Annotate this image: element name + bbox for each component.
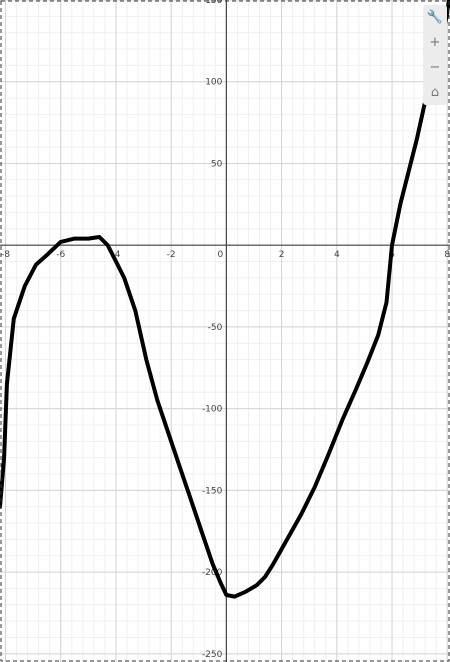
y-tick-label: -250	[202, 650, 223, 660]
zoom-in-plus-icon[interactable]: +	[429, 35, 441, 50]
y-tick-label: -100	[202, 405, 223, 415]
zoom-out-minus-icon[interactable]: −	[429, 60, 441, 75]
y-tick-label: 150	[205, 0, 222, 6]
x-tick-label: -4	[111, 250, 120, 260]
x-tick-label: -2	[167, 250, 176, 260]
x-tick-label: 0	[218, 250, 224, 260]
x-tick-label: 2	[279, 250, 285, 260]
x-tick-label: -6	[56, 250, 65, 260]
x-tick-label: 8	[444, 250, 450, 260]
y-tick-label: 50	[211, 159, 223, 169]
home-icon[interactable]: ⌂	[430, 85, 440, 100]
y-tick-label: -200	[202, 568, 223, 578]
graph-toolbar: 🔧 + − ⌂	[423, 5, 447, 105]
series-line	[0, 0, 450, 599]
y-tick-label: -50	[208, 323, 223, 333]
wrench-icon[interactable]: 🔧	[426, 10, 444, 25]
y-tick-label: 100	[205, 78, 222, 88]
x-tick-label: -8	[1, 250, 10, 260]
y-tick-label: -150	[202, 486, 223, 496]
x-tick-label: 4	[334, 250, 340, 260]
